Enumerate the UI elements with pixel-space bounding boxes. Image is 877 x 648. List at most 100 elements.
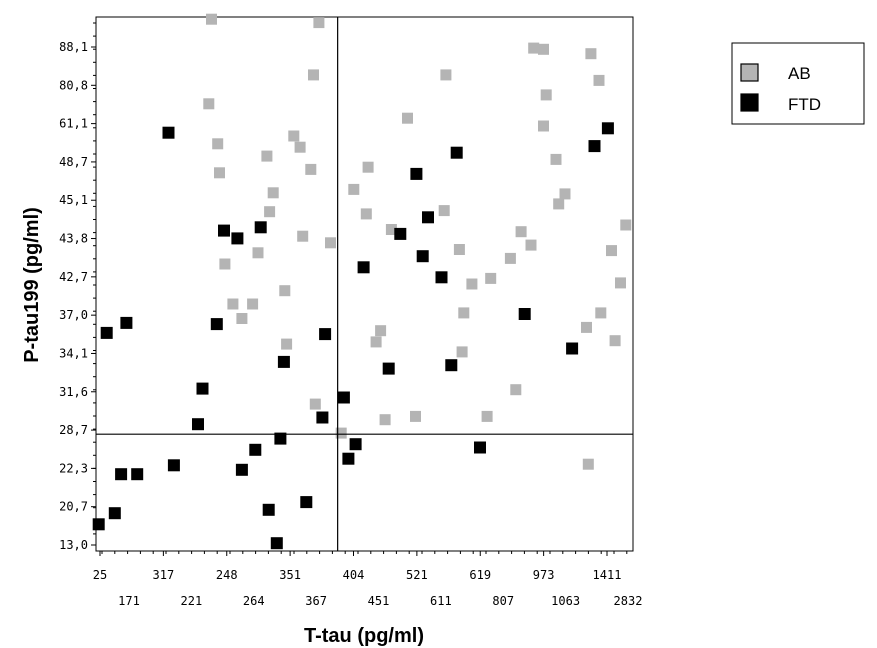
data-point-ftd	[270, 537, 283, 550]
x-tick-label-bottom: 1063	[551, 594, 580, 608]
data-point-ab	[581, 321, 592, 333]
x-tick-label-top: 521	[406, 568, 428, 582]
data-point-ab	[252, 247, 264, 259]
data-point-ab	[550, 153, 562, 165]
data-point-ab	[379, 414, 391, 426]
data-point-ab	[348, 183, 360, 195]
data-point-ftd	[192, 418, 204, 431]
data-point-ftd	[394, 227, 407, 240]
y-tick-label: 28,7	[59, 423, 88, 437]
x-tick-label-top: 619	[469, 568, 491, 582]
data-point-ab	[559, 188, 571, 200]
y-tick-label: 22,3	[59, 461, 88, 475]
data-point-ftd	[210, 318, 223, 331]
y-axis-title: P-tau199 (pg/ml)	[21, 207, 43, 363]
data-point-ab	[375, 325, 387, 337]
y-tick-label: 88,1	[59, 40, 88, 54]
data-point-ab	[453, 244, 465, 255]
x-tick-label-top: 25	[93, 568, 107, 582]
data-point-ftd	[588, 140, 601, 153]
data-point-ftd	[92, 518, 105, 531]
data-point-ftd	[566, 342, 579, 355]
data-point-ftd	[196, 382, 209, 395]
data-point-ab	[410, 410, 421, 422]
data-point-ab	[281, 338, 293, 350]
data-point-ab	[525, 239, 537, 251]
data-point-ab	[440, 69, 452, 81]
y-tick-label: 20,7	[59, 500, 88, 514]
data-point-ftd	[474, 441, 486, 454]
data-point-ab	[595, 307, 607, 319]
x-tick-label-bottom: 611	[430, 594, 452, 608]
data-point-ab	[504, 252, 516, 264]
data-point-ab	[267, 187, 279, 199]
x-axis-top-tick-labels: 25 317 248 351 404 521 619 973 1411	[93, 551, 628, 582]
data-point-ab	[362, 161, 374, 173]
data-point-ab	[538, 43, 549, 55]
x-tick-label-top: 248	[216, 568, 238, 582]
data-point-ab	[510, 384, 522, 396]
data-point-ftd	[410, 167, 423, 180]
x-axis-title: T-tau (pg/ml)	[304, 625, 424, 647]
data-point-ab	[236, 313, 248, 324]
x-tick-label-top: 351	[279, 568, 301, 582]
data-point-ftd	[218, 224, 230, 237]
data-point-ftd	[231, 232, 244, 245]
data-points	[92, 13, 632, 550]
data-point-ab	[325, 237, 336, 249]
data-point-ftd	[277, 355, 290, 368]
data-point-ftd	[349, 438, 362, 451]
data-point-ab	[214, 167, 225, 179]
data-point-ftd	[518, 308, 531, 320]
x-axis-bottom-tick-labels: 171 221 264 367 451 611 807 1063 2832	[118, 594, 642, 608]
data-point-ab	[309, 398, 321, 410]
data-point-ab	[593, 74, 605, 86]
data-point-ab	[540, 89, 552, 101]
data-point-ab	[385, 224, 397, 235]
x-tick-label-top: 973	[533, 568, 555, 582]
data-point-ftd	[445, 359, 458, 372]
y-tick-label: 31,6	[59, 385, 88, 399]
data-point-ab	[615, 277, 626, 289]
data-point-ab	[458, 307, 470, 319]
data-point-ftd	[262, 503, 275, 516]
y-tick-label: 45,1	[59, 193, 88, 207]
legend-label-ftd: FTD	[788, 95, 821, 114]
data-point-ab	[606, 245, 617, 257]
data-point-ftd	[416, 250, 429, 263]
x-tick-label-bottom: 2832	[614, 594, 643, 608]
data-point-ab	[620, 219, 632, 231]
data-point-ab	[582, 458, 594, 470]
data-point-ftd	[120, 316, 133, 329]
data-point-ab	[553, 198, 565, 210]
data-point-ab	[402, 112, 413, 124]
y-tick-label: 13,0	[59, 538, 88, 552]
plot-frame	[95, 16, 634, 552]
data-point-ab	[515, 226, 527, 238]
data-point-ab	[370, 336, 382, 348]
data-point-ab	[279, 285, 291, 297]
data-point-ab	[528, 42, 540, 54]
data-point-ab	[313, 17, 325, 29]
data-point-ftd	[254, 221, 267, 234]
data-point-ab	[288, 130, 300, 142]
data-point-ftd	[300, 496, 313, 509]
data-point-ftd	[382, 362, 395, 375]
x-tick-label-top: 1411	[593, 568, 622, 582]
data-point-ftd	[601, 122, 614, 135]
x-tick-label-bottom: 807	[492, 594, 514, 608]
data-point-ftd	[422, 211, 434, 224]
data-point-ftd	[450, 146, 463, 159]
data-point-ftd	[274, 432, 287, 445]
y-tick-label: 42,7	[59, 270, 88, 284]
data-point-ab	[466, 278, 478, 290]
data-point-ab	[294, 141, 306, 153]
data-point-ab	[456, 346, 468, 358]
legend-label-ab: AB	[788, 64, 811, 83]
data-point-ftd	[108, 507, 121, 520]
x-tick-label-top: 317	[153, 568, 175, 582]
data-point-ab	[585, 48, 597, 60]
data-point-ab	[538, 120, 549, 132]
y-tick-label: 61,1	[59, 117, 88, 131]
